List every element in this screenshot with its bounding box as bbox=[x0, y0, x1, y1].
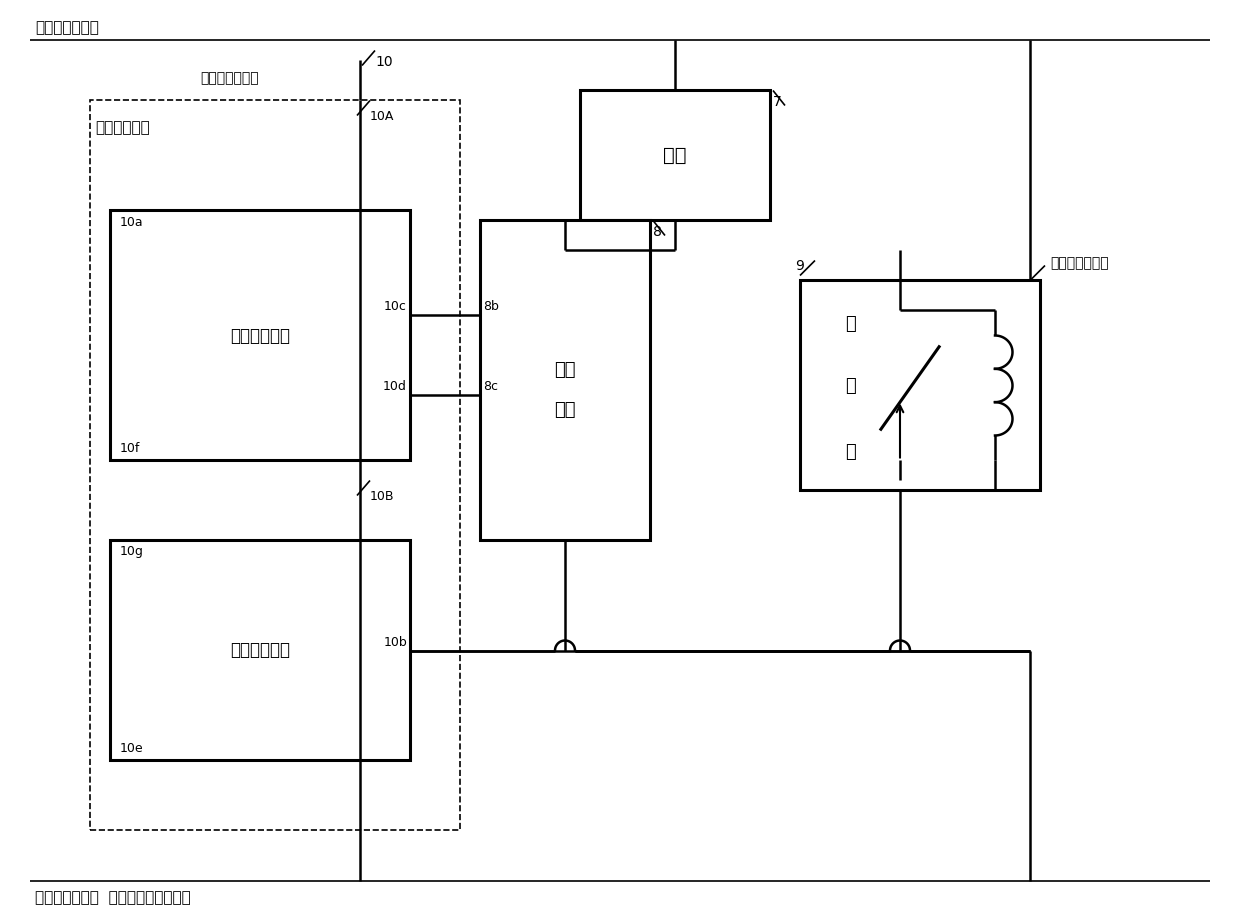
Text: 第一驱动模块: 第一驱动模块 bbox=[229, 327, 290, 344]
Bar bbox=[110, 211, 410, 460]
Text: 10: 10 bbox=[374, 55, 393, 69]
Bar bbox=[91, 100, 460, 831]
Text: 第二驱动模块: 第二驱动模块 bbox=[229, 642, 290, 659]
Text: 继: 继 bbox=[844, 316, 856, 333]
Text: 10f: 10f bbox=[120, 442, 140, 456]
Text: 单源驱动电路: 单源驱动电路 bbox=[95, 121, 150, 135]
Text: 负载: 负载 bbox=[663, 146, 687, 165]
Text: 10g: 10g bbox=[120, 545, 144, 558]
Text: 10d: 10d bbox=[383, 380, 407, 393]
Text: 10A: 10A bbox=[370, 111, 394, 123]
Text: 10b: 10b bbox=[383, 635, 407, 648]
Bar bbox=[480, 220, 650, 541]
Text: 8b: 8b bbox=[484, 300, 498, 313]
Bar bbox=[800, 281, 1040, 491]
Text: 第一外接电源＋: 第一外接电源＋ bbox=[35, 20, 99, 36]
Text: 开关: 开关 bbox=[554, 362, 575, 379]
Bar bbox=[110, 541, 410, 761]
Text: 第一外接电源－  （第二外接电源－）: 第一外接电源－ （第二外接电源－） bbox=[35, 891, 191, 905]
Text: 8c: 8c bbox=[484, 380, 498, 393]
Text: 10e: 10e bbox=[120, 742, 144, 755]
Text: 器: 器 bbox=[844, 442, 856, 460]
Text: 第二外接电源＋: 第二外接电源＋ bbox=[200, 72, 259, 86]
Text: 电: 电 bbox=[844, 377, 856, 394]
Text: 8: 8 bbox=[653, 226, 662, 239]
Bar bbox=[580, 90, 770, 220]
Text: 10B: 10B bbox=[370, 491, 394, 504]
Text: 电路: 电路 bbox=[554, 402, 575, 419]
Text: 9: 9 bbox=[795, 259, 804, 273]
Text: 第二外接电源＋: 第二外接电源＋ bbox=[1050, 257, 1109, 271]
Text: 10c: 10c bbox=[384, 300, 407, 313]
Text: 7: 7 bbox=[773, 96, 781, 110]
Text: 10a: 10a bbox=[120, 216, 144, 228]
